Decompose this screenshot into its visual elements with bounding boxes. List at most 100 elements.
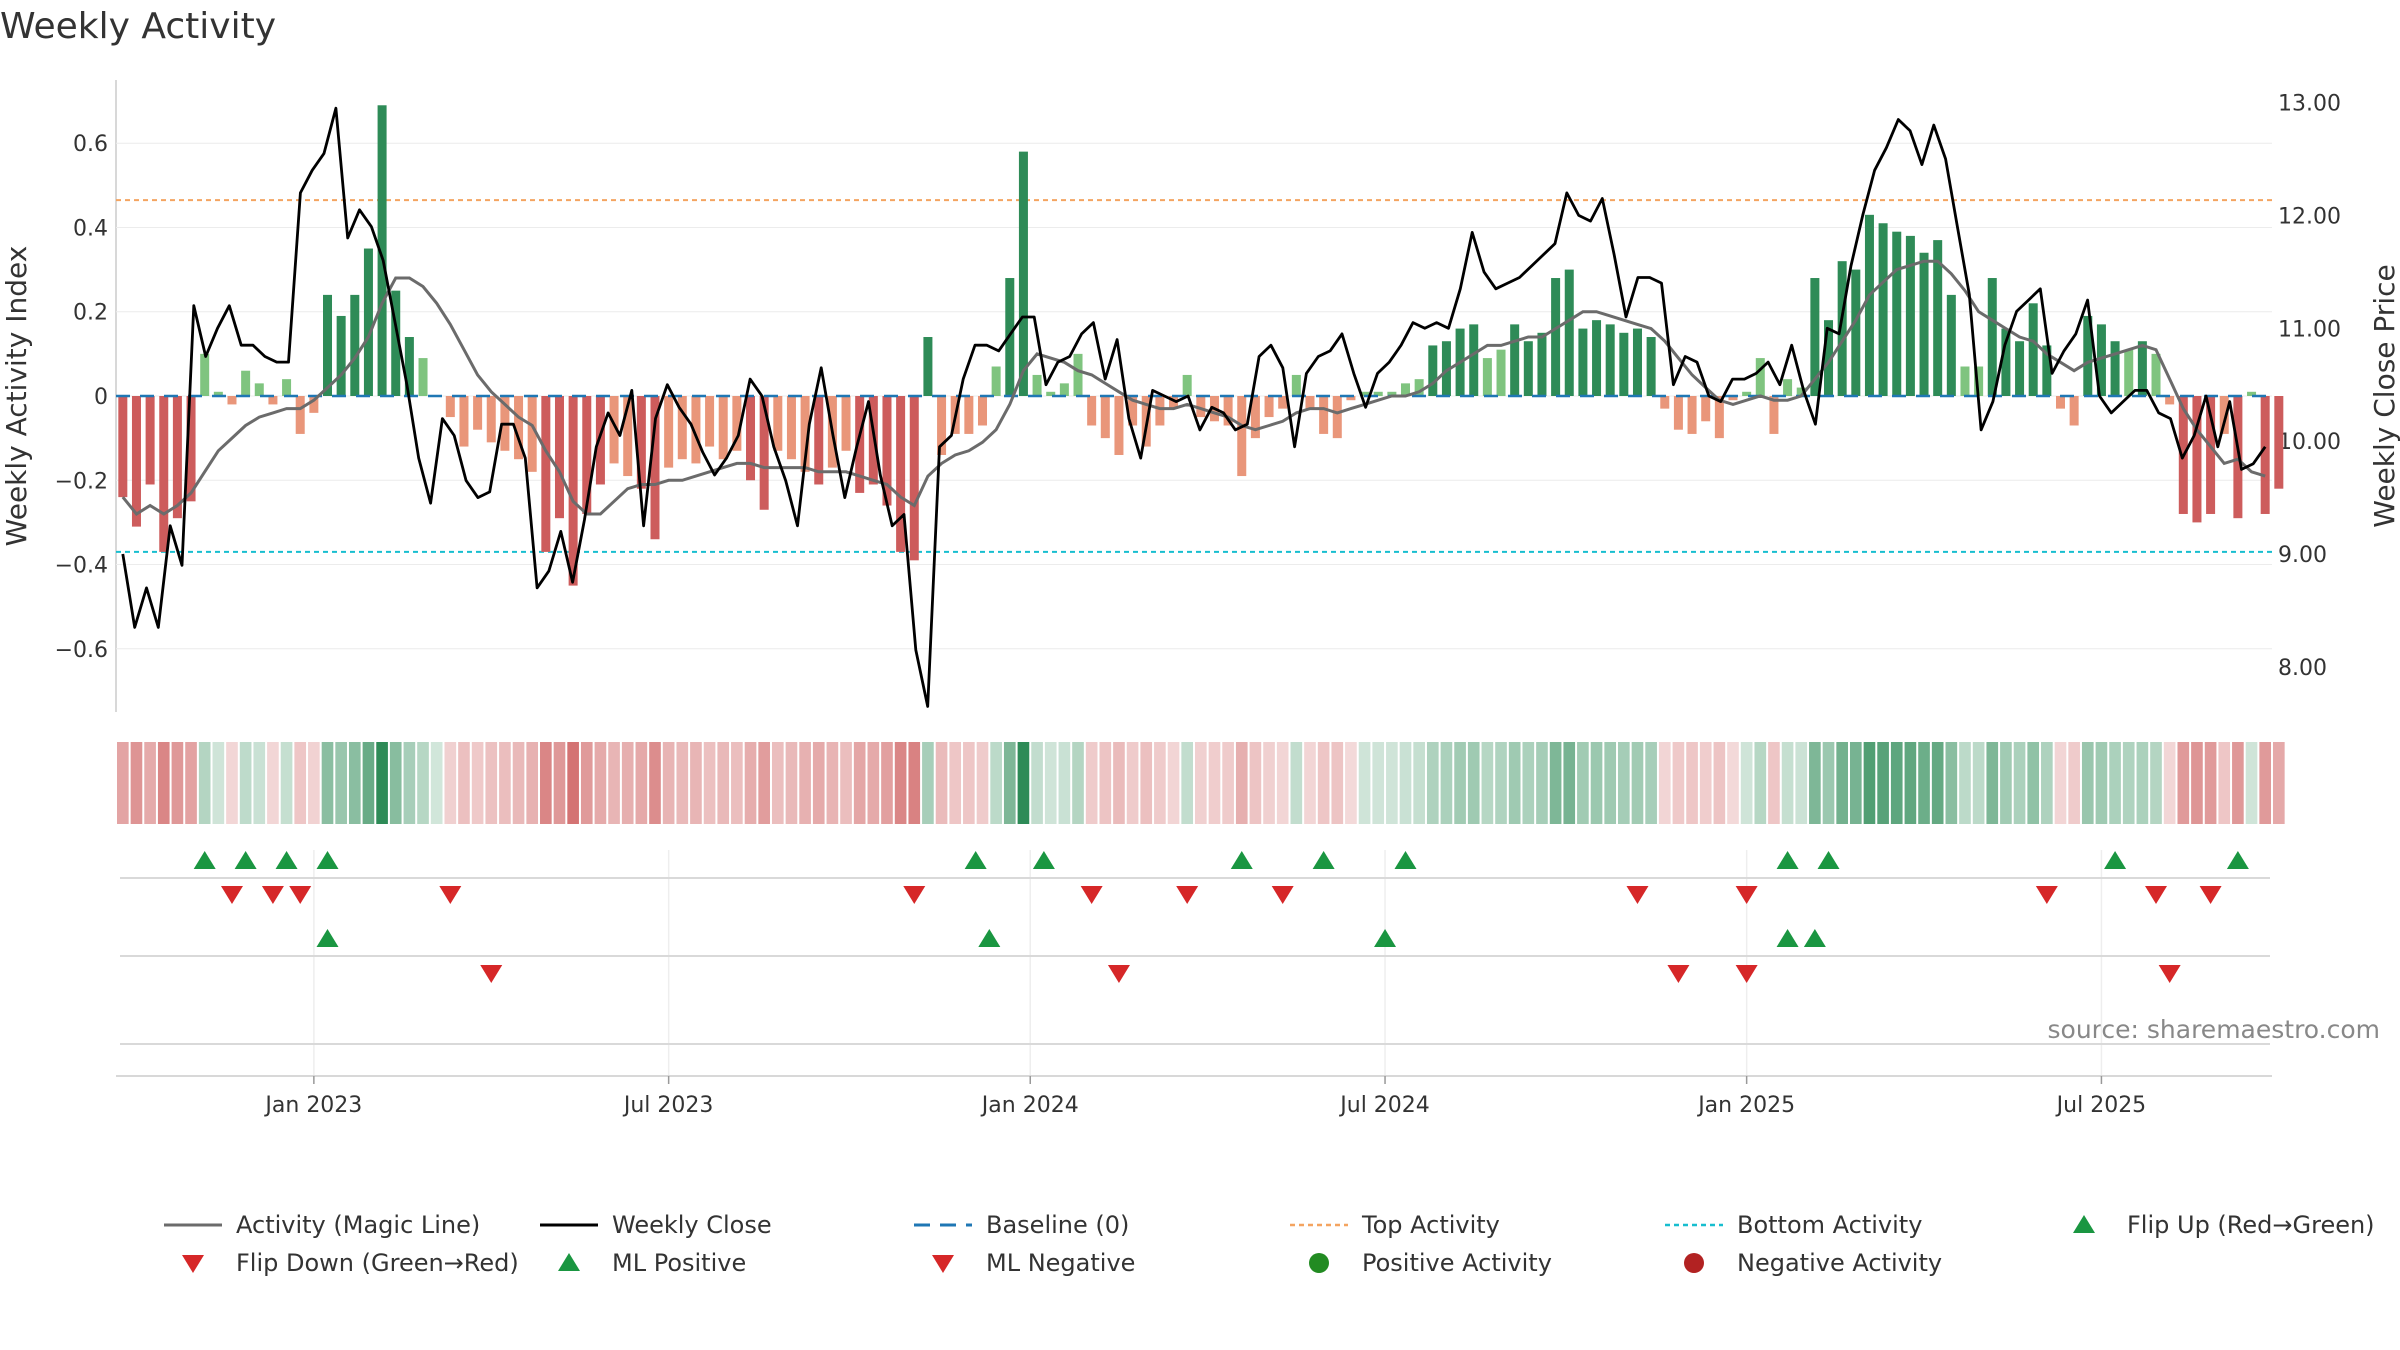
activity-bar: [650, 396, 660, 540]
heat-strip-cell: [526, 742, 539, 824]
heat-strip-cell: [1195, 742, 1207, 824]
activity-bar: [1250, 396, 1260, 439]
activity-bar: [445, 396, 455, 418]
flip-up-marker: [1032, 851, 1055, 869]
activity-bar: [1387, 391, 1397, 396]
legend-label: Top Activity: [1361, 1211, 1500, 1239]
activity-bar: [1169, 396, 1179, 409]
heat-strip-cell: [1522, 742, 1535, 824]
heat-strip-cell: [1276, 742, 1289, 824]
heat-strip-cell: [963, 742, 975, 824]
heat-strip-cell: [662, 742, 675, 824]
activity-bar: [2192, 396, 2202, 523]
activity-bar: [1946, 294, 1956, 396]
heat-strip-cell: [1658, 742, 1671, 824]
heat-strip-cell: [1454, 742, 1466, 824]
flip-down-marker: [1080, 886, 1103, 904]
activity-bar: [1100, 396, 1110, 439]
flip-down-marker: [1271, 886, 1294, 904]
activity-bar: [2219, 396, 2229, 434]
activity-bar: [1605, 324, 1615, 396]
activity-bar: [2096, 324, 2106, 396]
heat-strip-cell: [1399, 742, 1412, 824]
heat-strip-cell: [389, 742, 402, 824]
legend-item: Flip Up (Red→Green): [2073, 1211, 2375, 1239]
activity-bar: [1796, 387, 1806, 396]
heat-strip-cell: [2273, 742, 2285, 824]
heat-strip-cell: [1754, 742, 1767, 824]
activity-bar: [336, 315, 346, 396]
activity-bar: [2055, 396, 2065, 409]
heat-strip-cell: [567, 742, 579, 824]
heat-strip-cell: [580, 742, 593, 824]
activity-bar: [1755, 358, 1765, 396]
heat-strip-cell: [1003, 742, 1016, 824]
flip-down-marker: [2035, 886, 2058, 904]
heat-strip-cell: [417, 742, 429, 824]
activity-bar: [1196, 396, 1206, 418]
activity-bar: [1673, 396, 1683, 430]
activity-bar: [691, 396, 701, 464]
heat-strip-cell: [1495, 742, 1507, 824]
activity-bar: [855, 396, 865, 493]
heat-strip-cell: [226, 742, 238, 824]
activity-bar: [2151, 353, 2161, 396]
flip-down-marker: [2199, 886, 2222, 904]
activity-bar: [377, 105, 387, 396]
x-tick-label: Jan 2025: [1696, 1093, 1795, 1118]
activity-bar: [1482, 358, 1492, 396]
x-tick-label: Jan 2023: [263, 1093, 362, 1118]
x-tick-label: Jul 2023: [622, 1093, 714, 1118]
heat-strip-cell: [1577, 742, 1589, 824]
heat-strip-cell: [1536, 742, 1548, 824]
heat-strip-cell: [703, 742, 716, 824]
activity-bar: [1824, 320, 1834, 396]
legend-item: Weekly Close: [540, 1211, 772, 1239]
heat-strip-cell: [2232, 742, 2244, 824]
heat-strip-cell: [1426, 742, 1439, 824]
chart-title: Weekly Activity: [0, 6, 276, 47]
heat-strip-cell: [308, 742, 320, 824]
heat-strip-cell: [2150, 742, 2162, 824]
heat-strip-cell: [853, 742, 866, 824]
heat-strip-cell: [499, 742, 511, 824]
heat-strip-cell: [1877, 742, 1889, 824]
flip-down-marker: [1176, 886, 1199, 904]
heat-strip-cell: [171, 742, 184, 824]
heat-strip-cell: [2218, 742, 2231, 824]
heat-strip-cell: [594, 742, 607, 824]
legend-label: Flip Down (Green→Red): [236, 1249, 519, 1277]
activity-bar: [1428, 345, 1438, 396]
heat-strip-cell: [335, 742, 347, 824]
activity-bar: [1305, 396, 1315, 409]
activity-bar: [882, 396, 892, 506]
activity-bar: [2028, 303, 2038, 396]
heat-strip-cell: [1822, 742, 1835, 824]
heat-strip-cell: [894, 742, 907, 824]
ml-positive-marker: [978, 929, 1001, 947]
activity-bar: [309, 396, 319, 413]
activity-bar: [404, 337, 414, 396]
heat-strip-cell: [731, 742, 743, 824]
activity-bar: [1223, 396, 1233, 426]
heat-strip-cell: [2013, 742, 2026, 824]
activity-bar: [991, 366, 1001, 396]
activity-bar: [131, 396, 141, 527]
heat-strip-cell: [1972, 742, 1985, 824]
heat-strip-cell: [512, 742, 525, 824]
activity-bar: [241, 370, 251, 396]
heat-strip-cell: [280, 742, 293, 824]
heat-strip-cell: [1290, 742, 1303, 824]
legend-item: Positive Activity: [1309, 1249, 1552, 1277]
y-right-axis-label: Weekly Close Price: [2368, 264, 2400, 527]
heat-strip-cell: [771, 742, 784, 824]
heat-strip-cell: [1631, 742, 1644, 824]
legend-item: Activity (Magic Line): [164, 1211, 480, 1239]
activity-bar: [2206, 396, 2216, 514]
activity-bar: [1578, 328, 1588, 396]
flip-up-marker: [2226, 851, 2249, 869]
heat-strip-cell: [881, 742, 893, 824]
heat-strip-cell: [758, 742, 770, 824]
flip-up-marker: [275, 851, 298, 869]
heat-strip-cell: [1863, 742, 1876, 824]
